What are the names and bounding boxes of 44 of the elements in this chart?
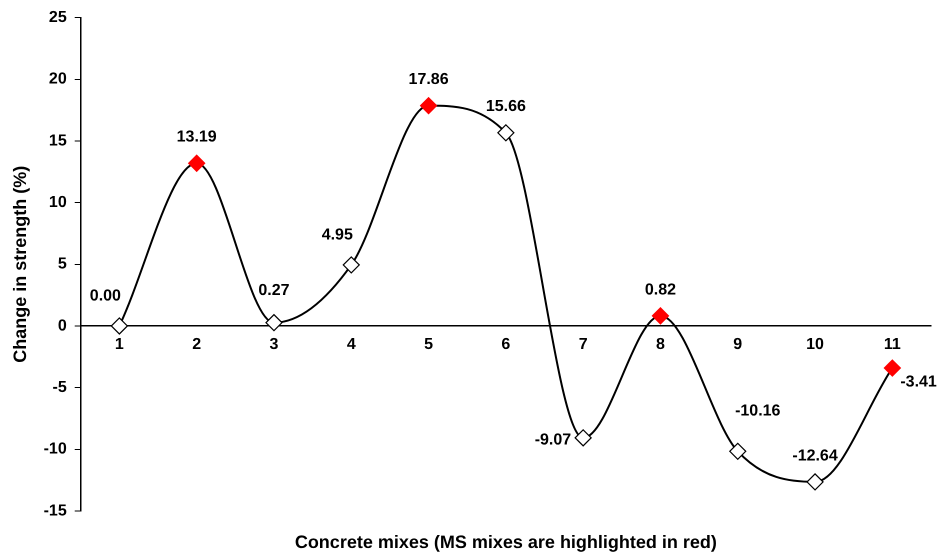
point: [420, 97, 438, 114]
data-label: -12.64: [792, 447, 838, 464]
data-label: 0.27: [258, 282, 290, 300]
x-tick-label: 10: [806, 336, 824, 353]
data-label: 15.66: [486, 98, 526, 116]
y-axis-title: Change in strength (%): [10, 166, 30, 363]
point: [497, 124, 514, 142]
x-tick-label: 1: [114, 336, 124, 353]
x-tick-label: 9: [733, 336, 742, 353]
point: [342, 256, 360, 274]
y-tick-label: -5: [52, 379, 67, 396]
x-tick-label: 4: [346, 336, 356, 353]
y-tick-label: -10: [44, 440, 67, 458]
x-tick-label: 5: [424, 336, 434, 353]
point: [110, 317, 128, 335]
data-label: 17.86: [408, 71, 449, 88]
y-tick-label: 20: [48, 70, 67, 88]
data-label: -3.41: [900, 373, 937, 390]
data-label: 0.00: [90, 287, 122, 304]
y-tick-label: 25: [48, 9, 67, 26]
y-tick-label: 5: [58, 256, 67, 273]
point: [265, 314, 283, 332]
x-tick-label: 7: [578, 336, 588, 353]
x-axis-title: Concrete mixes (MS mixes are highlighted in red): [294, 532, 717, 552]
data-label: -10.16: [735, 402, 781, 420]
data-label: -9.07: [534, 431, 572, 448]
data-label: 0.82: [644, 281, 676, 298]
point: [188, 154, 206, 172]
data-label: 13.19: [176, 128, 217, 146]
data-label: 4.95: [322, 226, 353, 244]
x-tick-label: 3: [270, 336, 279, 353]
point: [806, 473, 824, 490]
point: [884, 359, 901, 377]
y-tick-label: 10: [48, 194, 67, 212]
y-tick-label: 15: [48, 132, 67, 150]
point: [574, 429, 592, 446]
x-tick-label: 6: [501, 336, 510, 353]
point: [729, 442, 746, 460]
point: [652, 307, 670, 324]
y-tick-label: -15: [44, 502, 67, 520]
x-tick-label: 8: [656, 336, 666, 353]
x-tick-label: 11: [884, 336, 901, 353]
x-tick-label: 2: [192, 336, 202, 353]
y-tick-label: 0: [58, 317, 67, 334]
